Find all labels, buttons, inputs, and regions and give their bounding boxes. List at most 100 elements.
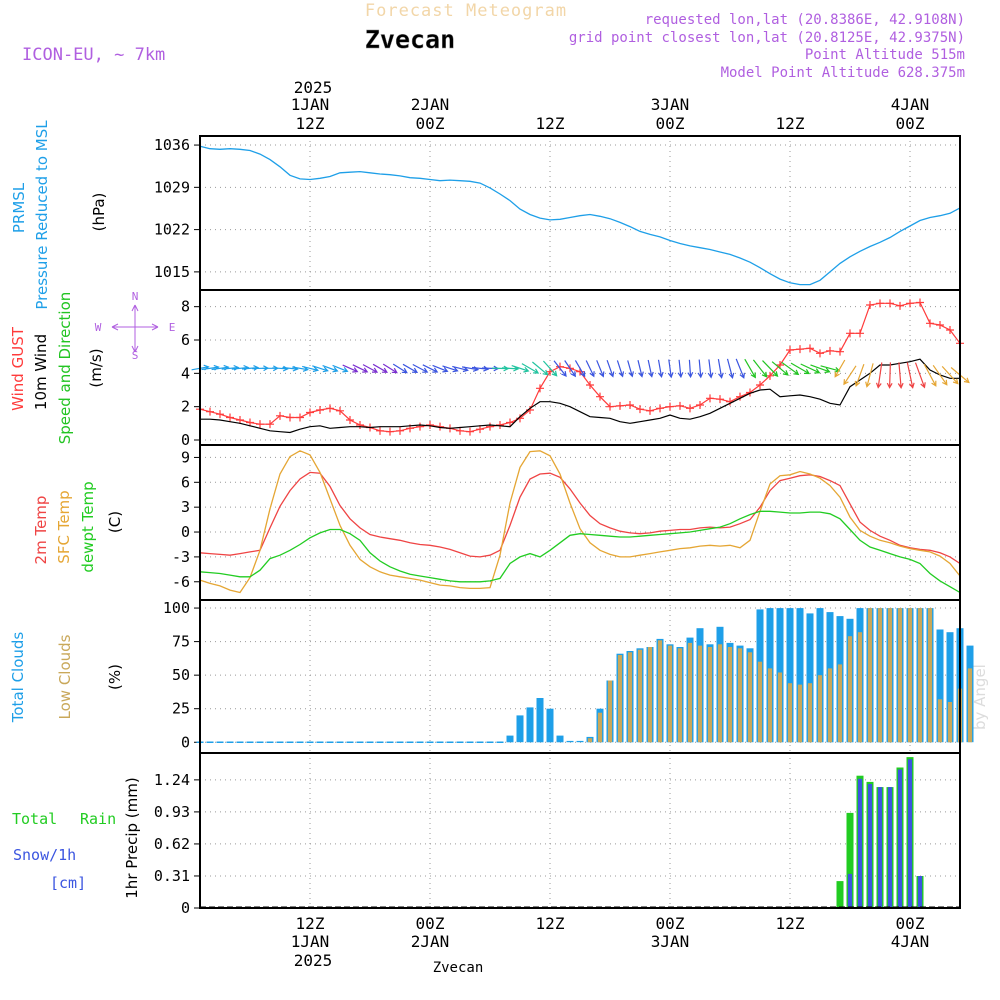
- wind-direction-arrow: [272, 365, 289, 372]
- bottom-tick-day-3: 3JAN: [651, 932, 690, 951]
- pressure-labels: PRMSL Pressure Reduced to MSL (hPa): [10, 120, 108, 310]
- gust-marker: [416, 422, 424, 431]
- wind-direction-arrow: [382, 363, 398, 374]
- gust-marker: [676, 401, 684, 410]
- wind-direction-arrow: [392, 363, 408, 374]
- wind-ytick-label-0: 0: [181, 431, 190, 449]
- top-tick-time-4: 12Z: [776, 114, 805, 133]
- wind-ytick-label-3: 6: [181, 331, 190, 349]
- gust-marker: [686, 404, 694, 413]
- gust-marker: [816, 349, 824, 358]
- gust-marker: [606, 402, 614, 411]
- wind-direction-arrow: [596, 360, 605, 378]
- gust-marker: [756, 381, 764, 389]
- wind-direction-arrow: [574, 360, 586, 378]
- total-cloud-bar: [946, 632, 954, 743]
- wind-direction-arrow: [332, 364, 349, 373]
- low-cloud-bar: [667, 645, 673, 743]
- gust-marker: [596, 392, 604, 401]
- gust-marker: [916, 298, 924, 307]
- gust-marker: [616, 401, 624, 410]
- gust-marker: [716, 395, 724, 404]
- wind-direction-arrow: [790, 362, 811, 375]
- wind-direction-arrow: [322, 365, 339, 373]
- precip-labels: Total Rain Snow/1h [cm] 1hr Precip (mm): [12, 777, 141, 898]
- gust-marker: [286, 413, 294, 422]
- low-cloud-bar: [857, 632, 863, 743]
- low-cloud-bar: [967, 668, 973, 743]
- temp-label-dewpt: dewpt Temp: [79, 481, 97, 572]
- top-tick-time-2: 12Z: [536, 114, 565, 133]
- low-cloud-bar: [887, 608, 893, 743]
- wind-direction-arrow: [667, 359, 674, 379]
- page-title: Zvecan: [365, 25, 455, 54]
- clouds-label-total: Total Clouds: [9, 632, 27, 724]
- wind10m-line: [200, 358, 960, 434]
- panel-clouds: 0 25 50 75 100: [163, 599, 974, 753]
- low-cloud-bar: [817, 675, 823, 743]
- gust-marker: [466, 427, 474, 436]
- bottom-year: 2025: [294, 951, 333, 970]
- clouds-ytick-label-4: 100: [163, 599, 190, 617]
- temperature-ytick-label-2: 0: [181, 523, 190, 541]
- wind-direction-arrow: [854, 363, 865, 387]
- pressure-label-prmsl: PRMSL: [10, 182, 28, 233]
- panels: 101510221029103602468-6-3036902550751000…: [154, 135, 974, 917]
- wind-label-gust: Wind GUST: [9, 326, 27, 411]
- gust-marker: [946, 326, 954, 334]
- gust-marker: [796, 345, 804, 354]
- snow-bar: [907, 759, 913, 908]
- wind-direction-arrow: [302, 365, 320, 373]
- bottom-tick-time-4: 12Z: [776, 914, 805, 933]
- temperature-ytick-label-0: -6: [172, 573, 190, 591]
- top-tick-day-3: 3JAN: [651, 95, 690, 114]
- bottom-tick-time-2: 12Z: [536, 914, 565, 933]
- gust-marker: [906, 299, 914, 308]
- clouds-label-unit: (%): [106, 664, 124, 690]
- wind-direction-arrow: [372, 363, 388, 373]
- low-cloud-bar: [767, 668, 773, 743]
- wind-ytick-label-2: 4: [181, 364, 190, 382]
- wind-direction-arrow: [585, 360, 595, 378]
- total-cloud-bar: [516, 715, 524, 743]
- wind-direction-arrow: [606, 359, 615, 378]
- wind-direction-arrow: [432, 364, 449, 373]
- gust-marker: [216, 410, 224, 419]
- gust-marker: [376, 426, 384, 435]
- temperature-ytick-label-1: -3: [172, 548, 190, 566]
- panel-precip: 0 0.31 0.93 0.62 1.24: [154, 753, 960, 917]
- pressure-label-unit: (hPa): [90, 193, 108, 232]
- low-cloud-bar: [647, 647, 653, 743]
- low-cloud-bar: [697, 645, 703, 743]
- low-cloud-bar: [707, 647, 713, 743]
- low-cloud-bar: [757, 661, 763, 743]
- wind-direction-arrow: [834, 359, 846, 378]
- clouds-ytick-label-3: 75: [172, 633, 190, 651]
- wind-direction-arrow: [697, 359, 704, 379]
- snow-bar: [847, 873, 853, 908]
- wind-direction-arrow: [735, 358, 745, 379]
- wind-direction-arrow: [781, 361, 800, 376]
- subtitle: Forecast Meteogram: [365, 1, 567, 21]
- precip-ytick-label-4: 1.24: [154, 771, 190, 789]
- top-tick-day-1: 2JAN: [411, 95, 450, 114]
- wind-direction-arrow: [442, 365, 459, 373]
- low-cloud-bar: [717, 644, 723, 743]
- total-cloud-bar: [576, 740, 584, 743]
- snow-bar: [877, 787, 883, 908]
- wind-direction-arrow: [886, 362, 893, 389]
- wind-labels: Wind GUST 10m Wind Speed and Direction (…: [9, 290, 175, 444]
- gust-marker: [266, 420, 274, 429]
- low-cloud-bar: [897, 608, 903, 743]
- low-cloud-bar: [797, 684, 803, 743]
- gust-marker: [536, 384, 544, 393]
- compass-w: W: [95, 321, 102, 334]
- total-cloud-bar: [806, 613, 814, 743]
- gust-marker: [396, 426, 404, 435]
- wind-direction-arrow: [342, 364, 359, 373]
- precip-ytick-label-2: 0.93: [154, 803, 190, 821]
- gust-marker: [456, 426, 464, 435]
- pressure-label-msl: Pressure Reduced to MSL: [33, 120, 51, 310]
- precip-label-snow: Snow/1h: [13, 846, 76, 864]
